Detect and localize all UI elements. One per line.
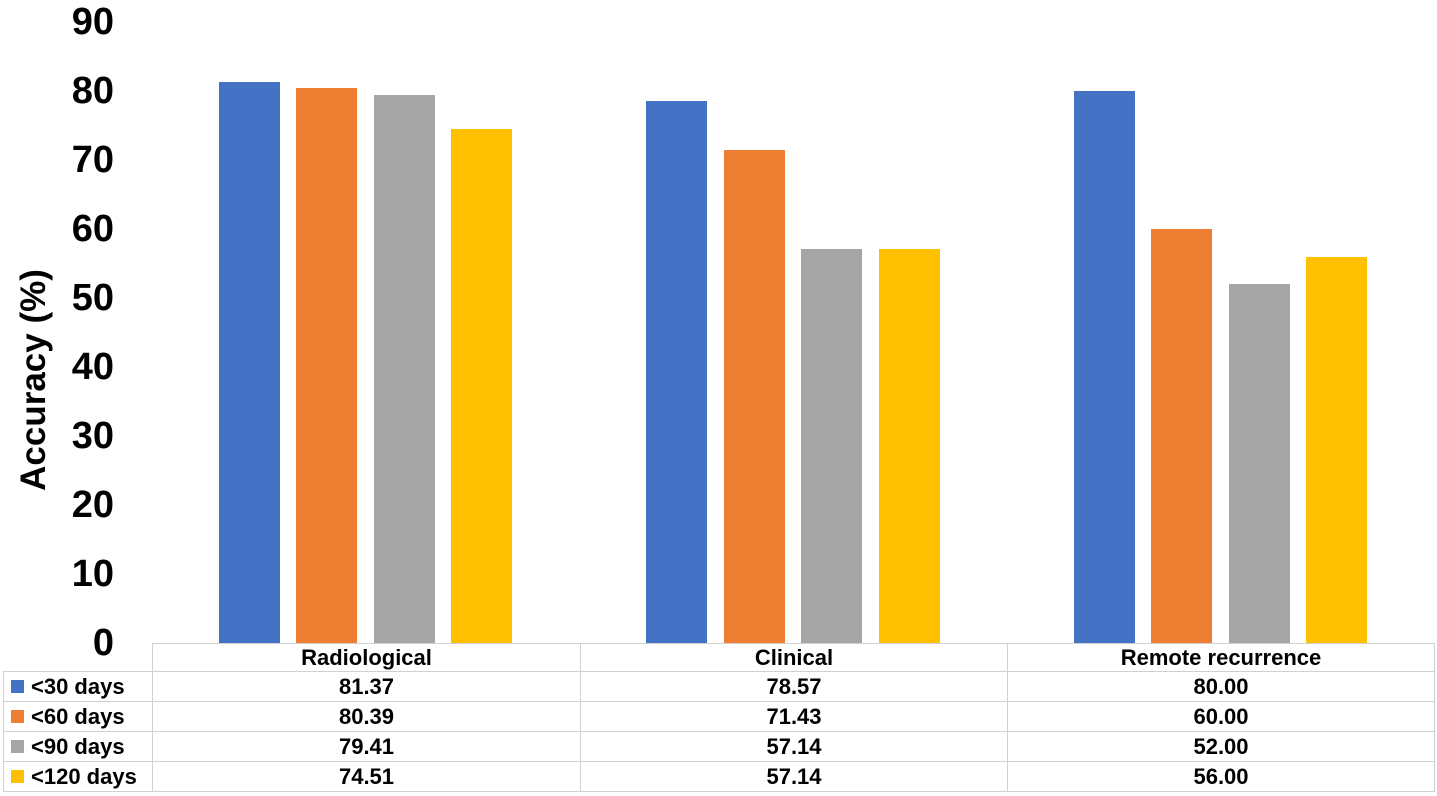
bar-90days-remote-recurrence bbox=[1228, 284, 1290, 643]
legend-label: <120 days bbox=[31, 763, 137, 789]
bar-30days-clinical bbox=[646, 100, 708, 643]
legend-label: <30 days bbox=[31, 673, 125, 699]
legend-item-120days: <120 days bbox=[3, 761, 153, 792]
legend-item-30days: <30 days bbox=[3, 671, 153, 702]
table-corner-cell bbox=[4, 644, 153, 672]
y-tick-label: 90 bbox=[71, 1, 114, 43]
bar-90days-radiological bbox=[373, 95, 435, 643]
bar-120days-clinical bbox=[878, 248, 940, 643]
legend-color-swatch-icon bbox=[11, 680, 24, 693]
table-row: <90 days 79.41 57.14 52.00 bbox=[3, 731, 1435, 762]
bar-60days-radiological bbox=[296, 88, 358, 643]
table-value-cell: 79.41 bbox=[152, 731, 581, 762]
table-header-clinical: Clinical bbox=[580, 643, 1008, 672]
data-table: Radiological Clinical Remote recurrence <30… bbox=[3, 643, 1435, 792]
bar-90days-clinical bbox=[801, 248, 863, 643]
table-value-cell: 52.00 bbox=[1007, 731, 1435, 762]
table-value-cell: 60.00 bbox=[1007, 701, 1435, 732]
y-tick-label: 40 bbox=[71, 346, 114, 388]
y-tick-label: 10 bbox=[71, 553, 114, 595]
y-tick-label: 60 bbox=[71, 208, 114, 250]
y-tick-label: 30 bbox=[71, 415, 114, 457]
legend-label: <90 days bbox=[31, 733, 125, 759]
legend-item-60days: <60 days bbox=[3, 701, 153, 732]
bar-60days-clinical bbox=[723, 150, 785, 643]
table-value-cell: 80.00 bbox=[1007, 671, 1435, 702]
table-row: <60 days 80.39 71.43 60.00 bbox=[3, 701, 1435, 732]
table-header-remote-recurrence: Remote recurrence bbox=[1007, 643, 1435, 672]
y-tick-label: 70 bbox=[71, 139, 114, 181]
table-value-cell: 78.57 bbox=[580, 671, 1008, 702]
y-tick-label: 0 bbox=[92, 622, 114, 664]
legend-item-90days: <90 days bbox=[3, 731, 153, 762]
table-value-cell: 80.39 bbox=[152, 701, 581, 732]
table-value-cell: 57.14 bbox=[580, 731, 1008, 762]
bar-30days-remote-recurrence bbox=[1073, 91, 1135, 643]
table-value-cell: 57.14 bbox=[580, 761, 1008, 792]
bar-120days-radiological bbox=[451, 128, 513, 643]
legend-color-swatch-icon bbox=[11, 770, 24, 783]
table-value-cell: 81.37 bbox=[152, 671, 581, 702]
bar-120days-remote-recurrence bbox=[1306, 256, 1368, 643]
y-tick-label: 20 bbox=[71, 484, 114, 526]
table-header-radiological: Radiological bbox=[152, 643, 581, 672]
bar-60days-remote-recurrence bbox=[1151, 229, 1213, 643]
table-row: <30 days 81.37 78.57 80.00 bbox=[3, 671, 1435, 702]
y-tick-label: 80 bbox=[71, 70, 114, 112]
legend-color-swatch-icon bbox=[11, 710, 24, 723]
table-value-cell: 56.00 bbox=[1007, 761, 1435, 792]
table-value-cell: 74.51 bbox=[152, 761, 581, 792]
y-tick-label: 50 bbox=[71, 277, 114, 319]
bar-30days-radiological bbox=[218, 81, 280, 643]
legend-color-swatch-icon bbox=[11, 740, 24, 753]
legend-label: <60 days bbox=[31, 703, 125, 729]
table-row: <120 days 74.51 57.14 56.00 bbox=[3, 761, 1435, 792]
table-value-cell: 71.43 bbox=[580, 701, 1008, 732]
